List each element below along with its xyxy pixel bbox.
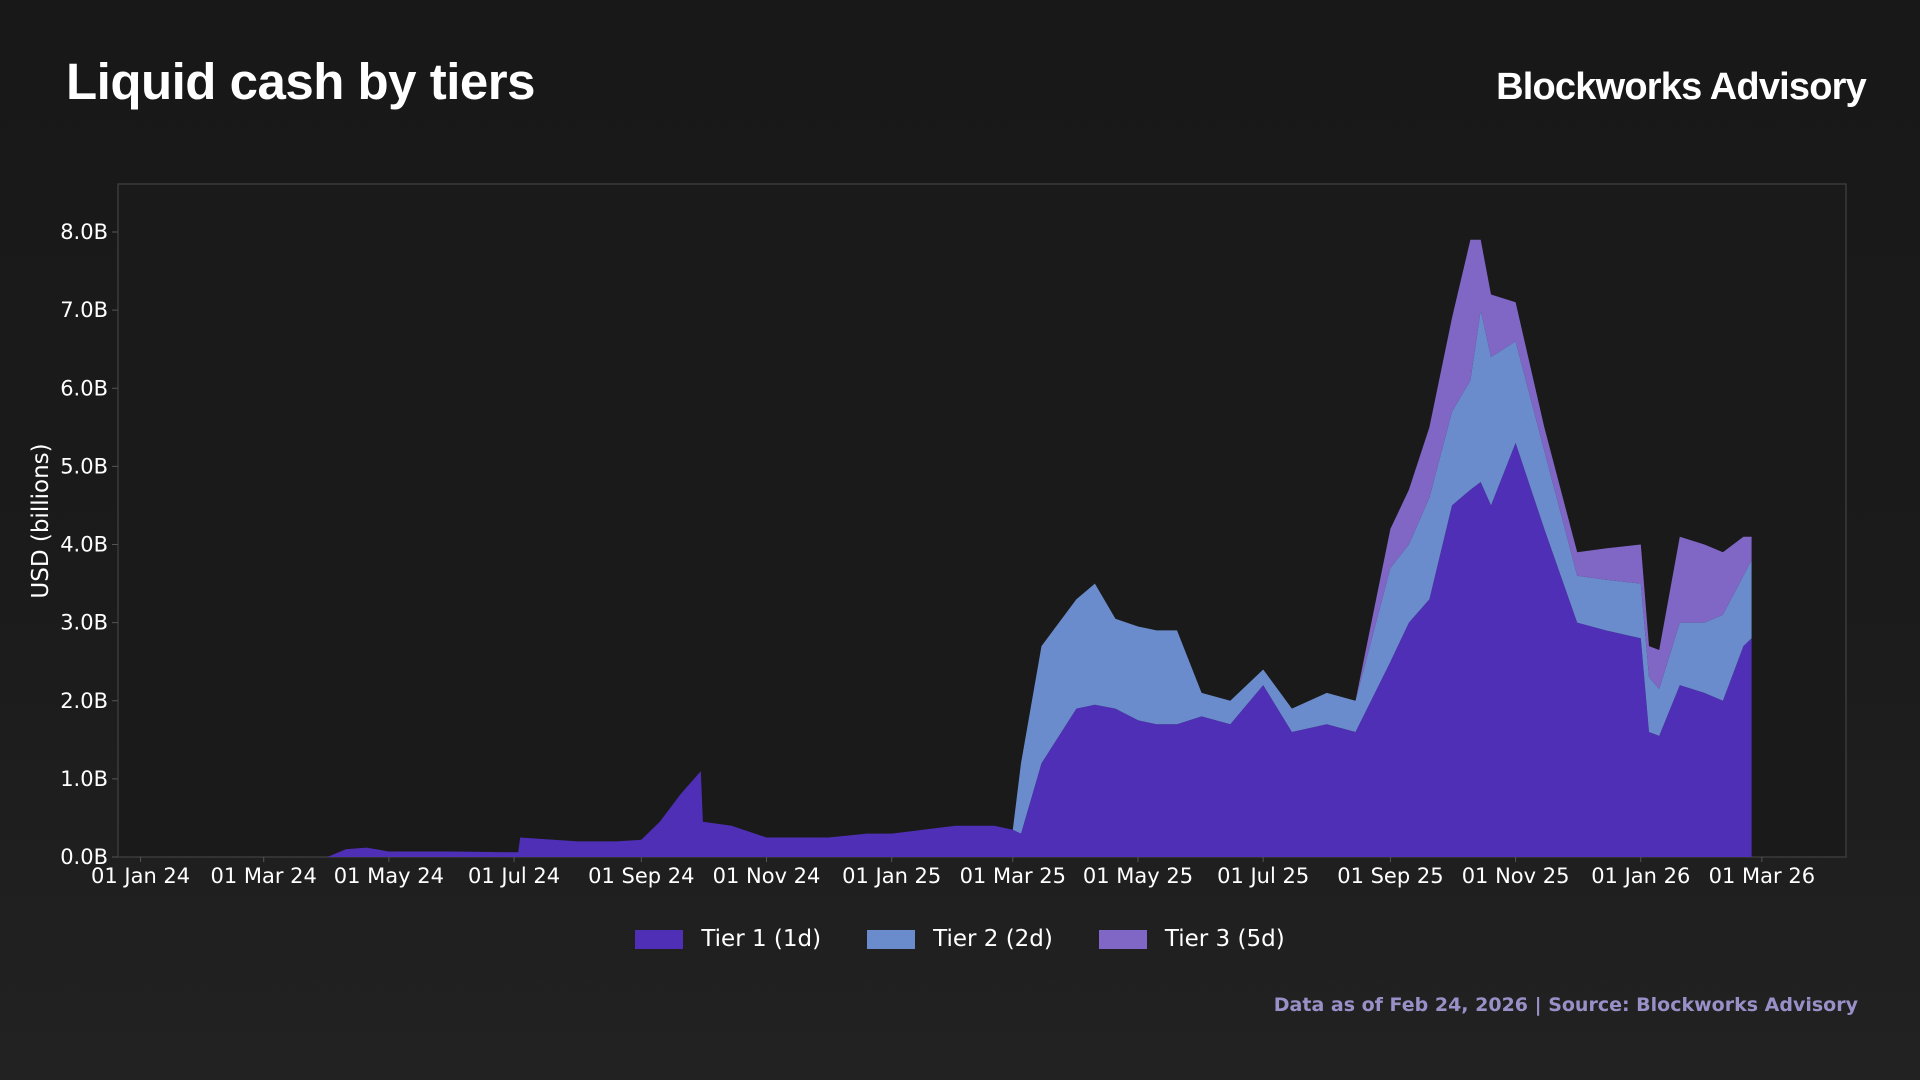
x-tick-label: 01 Nov 24 <box>713 864 821 888</box>
area-series-group <box>140 239 1752 858</box>
area-tier1 <box>140 442 1752 857</box>
y-tick-label: 7.0B <box>60 298 108 322</box>
y-tick-label: 6.0B <box>60 376 108 400</box>
legend-item-tier1: Tier 1 (1d) <box>635 926 821 952</box>
area-tier2 <box>140 310 1752 858</box>
legend: Tier 1 (1d) Tier 2 (2d) Tier 3 (5d) <box>0 926 1920 952</box>
legend-item-tier2: Tier 2 (2d) <box>867 926 1053 952</box>
x-tick-label: 01 May 24 <box>334 864 444 888</box>
y-axis-title: USD (billions) <box>28 443 54 598</box>
legend-swatch-tier2 <box>867 929 916 949</box>
x-tick-label: 01 Jan 25 <box>842 864 941 888</box>
x-tick-label: 01 Sep 25 <box>1337 864 1443 888</box>
x-tick-label: 01 Mar 26 <box>1709 864 1815 888</box>
y-tick-label: 0.0B <box>60 845 108 869</box>
x-tick-label: 01 Mar 25 <box>960 864 1066 888</box>
y-tick-label: 3.0B <box>60 611 108 635</box>
x-tick-label: 01 Jul 25 <box>1217 864 1309 888</box>
y-tick-label: 4.0B <box>60 533 108 557</box>
y-tick-label: 5.0B <box>60 454 108 478</box>
x-tick-label: 01 May 25 <box>1083 864 1193 888</box>
legend-label-tier1: Tier 1 (1d) <box>701 926 822 952</box>
brand-logo-text: Blockworks Advisory <box>1496 66 1867 108</box>
y-tick-label: 1.0B <box>60 767 108 791</box>
legend-label-tier2: Tier 2 (2d) <box>933 926 1053 952</box>
y-axis: 0.0B 1.0B 2.0B 3.0B 4.0B 5.0B 6.0B 7.0B 8.0B <box>60 220 118 869</box>
x-tick-label: 01 Nov 25 <box>1462 864 1570 888</box>
legend-item-tier3: Tier 3 (5d) <box>1098 926 1285 952</box>
legend-swatch-tier1 <box>635 929 684 949</box>
chart-title: Liquid cash by tiers <box>66 53 535 110</box>
x-tick-label: 01 Jan 26 <box>1591 864 1690 888</box>
x-tick-label: 01 Mar 24 <box>210 864 316 888</box>
y-tick-label: 2.0B <box>60 689 108 713</box>
x-axis: 01 Jan 24 01 Mar 24 01 May 24 01 Jul 24 01 S… <box>91 857 1815 888</box>
legend-label-tier3: Tier 3 (5d) <box>1164 926 1285 952</box>
x-tick-label: 01 Jan 24 <box>91 864 190 888</box>
legend-swatch-tier3 <box>1098 929 1147 949</box>
source-footnote: Data as of Feb 24, 2026 | Source: Blockw… <box>1273 994 1858 1016</box>
y-tick-label: 8.0B <box>60 220 108 244</box>
x-tick-label: 01 Jul 24 <box>468 864 560 888</box>
x-tick-label: 01 Sep 24 <box>588 864 694 888</box>
